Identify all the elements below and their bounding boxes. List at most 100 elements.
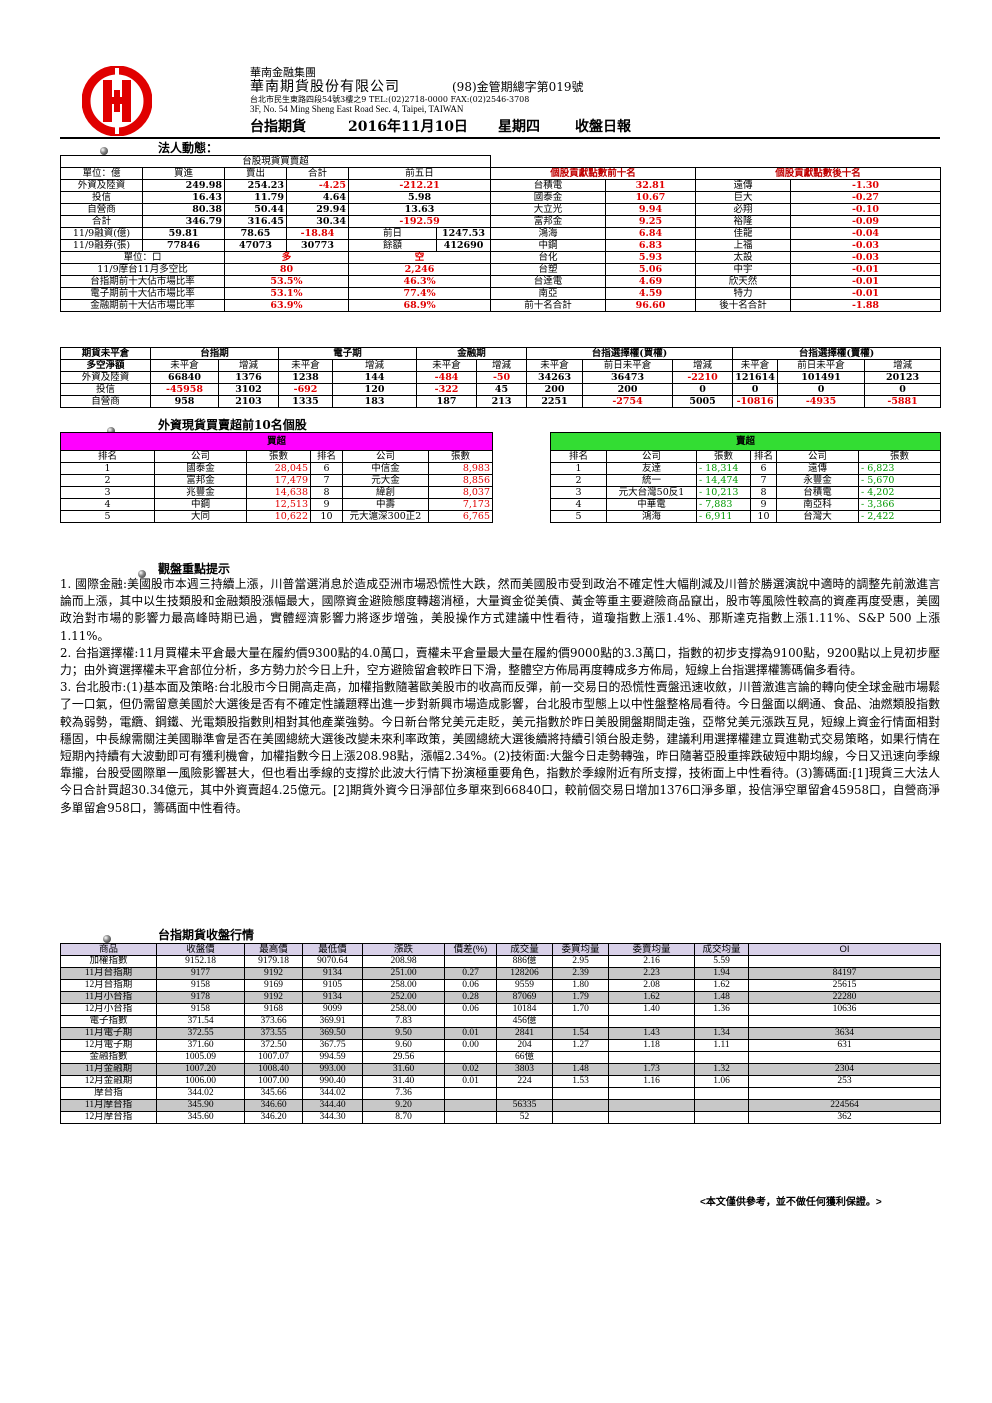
futures-header-cell: 漲跌 [362,943,445,956]
table-cell: 9099 [302,1003,363,1016]
inst-row-dealer: 自營商 80.38 50.44 29.94 13.63 [60,203,492,216]
sell-header-cell: 張數 [696,450,751,463]
table-cell: 1376 [217,371,280,384]
hua-nan-logo-icon [81,65,153,137]
address-cn: 台北市民生東路四段54號3樓之9 TEL:(02)2718-0000 FAX:(… [250,95,530,104]
futures-header-cell: 成交量 [496,943,553,956]
table-cell: 1.34 [694,1027,749,1040]
table-cell: 中壽 [342,498,429,511]
report-type: 收盤日報 [575,119,631,135]
table-cell: 200 [582,383,674,396]
table-cell: 台積電 [776,486,859,499]
sell-row: 5 鴻海 - 6,911 10 台灣大 - 2,422 [550,510,942,523]
table-cell: 1.36 [694,1003,749,1016]
table-cell: 56335 [496,1099,553,1112]
table-cell: 1 [60,462,155,475]
futures-header-cell: 最低價 [302,943,363,956]
table-cell [552,1087,609,1100]
oi-group-row: 期貨未平倉 台指期 電子期 金融期 台指選擇權(買權) 台指選擇權(賣權) [60,347,942,360]
section-title-institutional: 法人動態： [158,141,219,155]
table-cell: 22280 [748,991,941,1004]
table-cell: 258.00 [362,1003,445,1016]
margin-row-financing: 11/9融資(億) 59.81 78.65 -18.84 前日 1247.53 [60,227,492,240]
table-cell: 0 [777,383,866,396]
table-cell: 必翔 [695,202,791,216]
table-cell [608,1087,695,1100]
table-cell: 101491 [777,371,866,384]
oi-sub-header: 未平倉 [732,359,779,372]
table-cell: 2304 [748,1063,941,1076]
table-cell: 224 [496,1075,553,1088]
oi-sub-header: 增減 [476,359,528,372]
table-cell: - 5,670 [857,474,942,487]
table-cell: 5005 [672,395,734,408]
table-cell: 1.32 [694,1063,749,1076]
table-cell: 1.70 [552,1003,609,1016]
table-cell: 大同 [154,510,247,523]
disclaimer: <本文僅供參考，並不做任何獲利保證。> [700,1197,882,1208]
sell-head-row: 排名 公司 張數 排名 公司 張數 [550,450,942,463]
table-cell: 0.00 [444,1039,497,1052]
table-cell: 9.50 [362,1027,445,1040]
table-cell: 0 [864,383,942,396]
table-cell: 0 [672,383,734,396]
oi-sub-header: 未平倉 [416,359,478,372]
table-cell: 特力 [695,286,791,300]
oi-sub-header: 未平倉 [526,359,584,372]
table-cell: 0 [732,383,779,396]
oi-sub-header: 未平倉 [150,359,219,372]
futures-table: 商品 收盤價 最高價 最低價 漲跌 價差(%) 成交量 委買均量 委賣均量 成交均量 OI 加權指數… [60,943,941,1124]
futures-row: 摩台指 344.02 345.66 344.02 7.36 [60,1087,941,1100]
table-cell: 9169 [244,979,303,992]
table-cell: 369.50 [302,1027,363,1040]
table-cell [748,955,941,968]
table-cell: 自營商 [60,395,151,408]
table-cell: - 10,213 [696,486,751,499]
table-cell: 7,173 [427,498,494,511]
futures-header-cell: 成交均量 [694,943,749,956]
report-date: 2016年11月10日 [348,119,468,135]
table-cell: 208.98 [362,955,445,968]
table-cell: 1335 [278,395,334,408]
table-cell: -322 [416,383,478,396]
table-cell: 346.60 [244,1099,303,1112]
table-cell: 346.20 [244,1111,303,1124]
table-cell: 87069 [496,991,553,1004]
table-cell: - 3,366 [857,498,942,511]
table-cell: 251.00 [362,967,445,980]
contrib-row: 鴻海 6.84 佳龍 -0.04 [490,226,941,240]
stat-row: 台指期前十大佔市場比率 53.5% 46.3% [60,275,492,288]
table-cell: - 7,883 [696,498,751,511]
futures-row: 電子指數 371.54 373.66 369.91 7.83 456億 [60,1015,941,1028]
table-cell: 1005.09 [156,1051,245,1064]
table-cell: 9168 [244,1003,303,1016]
open-interest-table: 期貨未平倉 台指期 電子期 金融期 台指選擇權(買權) 台指選擇權(賣權) 多空… [60,347,942,408]
institutional-table: 台股現貨買賣超 單位：億 買進 賣出 合計 前五日 外資及陸資 249.98 2… [59,155,492,312]
table-cell: -50 [476,371,528,384]
point-taipei-market: 3. 台北股市:(1)基本面及策略:台北股市今日開高走高，加權指數隨著歐美股市的… [60,680,940,815]
table-cell: 8 [750,486,777,499]
table-cell [552,1111,609,1124]
table-cell: 344.02 [302,1087,363,1100]
table-cell: 994.59 [302,1051,363,1064]
table-cell: 1.48 [552,1063,609,1076]
table-cell: 南亞 [490,286,606,300]
buy-title: 買超 [59,432,494,451]
table-cell: 9134 [302,967,363,980]
table-cell: 巨大 [695,190,791,204]
table-cell: 344.40 [302,1099,363,1112]
table-cell: 4 [550,498,607,511]
table-cell: 9179.18 [244,955,303,968]
table-cell: 1.80 [552,979,609,992]
sell-row: 4 中華電 - 7,883 9 南亞科 - 3,366 [550,498,942,511]
table-cell: -1.30 [790,178,941,192]
sell-row: 1 友達 - 18,314 6 遠傳 - 6,823 [550,462,942,475]
table-cell: 3803 [496,1063,553,1076]
table-cell: 12月摩台指 [60,1111,157,1124]
table-cell: 9.20 [362,1099,445,1112]
table-cell: 中鋼 [490,238,606,252]
futures-header-cell: 商品 [60,943,157,956]
table-cell [552,1051,609,1064]
table-cell [694,1051,749,1064]
table-cell: 9192 [244,967,303,980]
